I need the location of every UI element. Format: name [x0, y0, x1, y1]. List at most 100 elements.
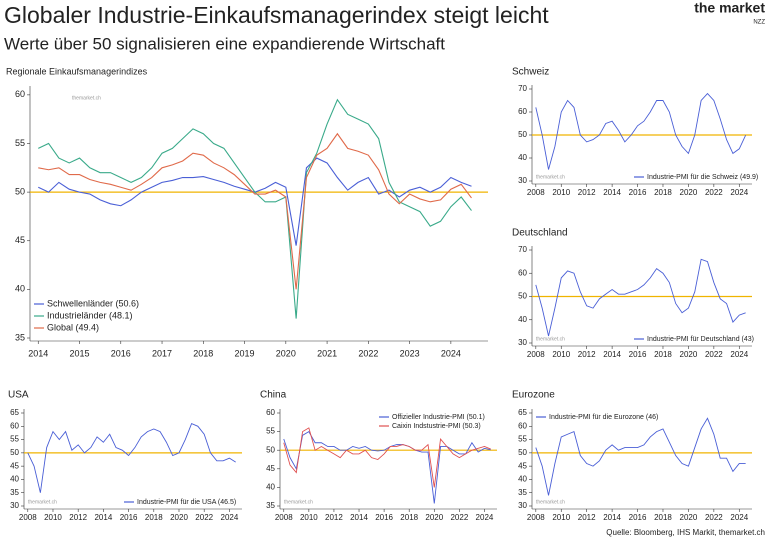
y-tick-label: 50 [518, 292, 527, 301]
x-tick-label: 2008 [527, 513, 545, 522]
x-tick-label: 2018 [654, 513, 672, 522]
y-tick-label: 30 [10, 501, 19, 510]
x-tick-label: 2020 [680, 188, 698, 197]
legend-label: Industrie-PMI für die USA (46.5) [137, 499, 236, 506]
y-tick-label: 50 [518, 448, 527, 457]
x-tick-label: 2022 [450, 513, 468, 522]
y-tick-label: 50 [518, 130, 527, 139]
x-tick-label: 2010 [300, 513, 318, 522]
y-tick-label: 55 [15, 138, 25, 148]
legend-label: Industrie-PMI für die Schweiz (49.9) [647, 174, 758, 181]
x-tick-label: 2008 [527, 188, 545, 197]
x-tick-label: 2008 [527, 350, 545, 359]
x-tick-label: 2008 [275, 513, 293, 522]
x-tick-label: 2018 [654, 188, 672, 197]
x-tick-label: 2014 [603, 188, 621, 197]
y-tick-label: 50 [15, 186, 25, 196]
chart-panel: Regionale Einkaufsmanagerindizes 35 40 45 50… [6, 66, 488, 358]
x-tick-label: 2022 [195, 513, 213, 522]
x-tick-label: 2014 [28, 348, 48, 358]
series-line [38, 98, 472, 319]
y-tick-label: 30 [518, 338, 527, 347]
x-tick-label: 2010 [552, 513, 570, 522]
x-tick-label: 2008 [19, 513, 37, 522]
legend-label: Industrie-PMI für Deutschland (43) [647, 336, 754, 343]
y-tick-label: 60 [518, 107, 527, 116]
panel-title: Deutschland [512, 228, 568, 239]
watermark: themarket.ch [536, 499, 565, 505]
y-tick-label: 70 [518, 84, 527, 93]
panel-title: Schweiz [512, 67, 549, 78]
x-tick-label: 2016 [629, 513, 647, 522]
y-tick-label: 35 [15, 332, 25, 342]
x-tick-label: 2021 [317, 348, 337, 358]
watermark: themarket.ch [284, 499, 313, 505]
x-tick-label: 2019 [235, 348, 255, 358]
series-line [283, 427, 491, 488]
x-tick-label: 2018 [400, 513, 418, 522]
y-tick-label: 55 [10, 435, 19, 444]
series-line [283, 430, 491, 504]
x-tick-label: 2020 [680, 350, 698, 359]
y-tick-label: 40 [15, 284, 25, 294]
y-tick-label: 50 [266, 445, 275, 454]
y-tick-label: 60 [518, 421, 527, 430]
panel-title: USA [8, 390, 29, 401]
x-tick-label: 2023 [400, 348, 420, 358]
brand: the market [694, 0, 765, 16]
x-tick-label: 2024 [730, 188, 748, 197]
source: Quelle: Bloomberg, IHS Markit, themarket… [606, 528, 765, 537]
x-tick-label: 2012 [578, 350, 596, 359]
x-tick-label: 2014 [350, 513, 368, 522]
y-tick-label: 65 [518, 408, 527, 417]
y-tick-label: 35 [518, 488, 527, 497]
series-line [535, 417, 746, 496]
x-tick-label: 2012 [325, 513, 343, 522]
y-tick-label: 50 [10, 448, 19, 457]
legend-label: Offizieller Industrie-PMI (50.1) [392, 414, 485, 421]
watermark: themarket.ch [536, 174, 565, 180]
x-tick-label: 2018 [145, 513, 163, 522]
x-tick-label: 2022 [358, 348, 378, 358]
x-tick-label: 2017 [152, 348, 172, 358]
x-tick-label: 2014 [603, 513, 621, 522]
x-tick-label: 2020 [276, 348, 296, 358]
series-line [38, 132, 472, 290]
series-line [38, 157, 472, 246]
x-tick-label: 2024 [476, 513, 494, 522]
legend-label: Industrie-PMI für die Eurozone (46) [549, 414, 658, 421]
y-tick-label: 60 [10, 421, 19, 430]
x-tick-label: 2014 [603, 350, 621, 359]
x-tick-label: 2024 [441, 348, 461, 358]
y-tick-label: 60 [518, 268, 527, 277]
x-tick-label: 2020 [170, 513, 188, 522]
chart-panel: Schweiz 30 40 50 60 70 2008 2010 2012 2014 2016 201… [512, 67, 758, 197]
x-tick-label: 2022 [705, 188, 723, 197]
x-tick-label: 2018 [654, 350, 672, 359]
x-tick-label: 2016 [120, 513, 138, 522]
y-tick-label: 40 [10, 475, 19, 484]
x-tick-label: 2020 [680, 513, 698, 522]
legend-label: Global (49.4) [47, 322, 99, 332]
x-tick-label: 2014 [94, 513, 112, 522]
x-tick-label: 2012 [69, 513, 87, 522]
subtitle: Werte über 50 signalisieren eine expandi… [4, 34, 445, 53]
headline: Globaler Industrie-Einkaufsmanagerindex … [4, 2, 549, 28]
y-tick-label: 40 [518, 153, 527, 162]
y-tick-label: 30 [518, 501, 527, 510]
series-line [27, 423, 236, 493]
chart-panel: USA 30 35 40 45 50 55 60 65 2008 2010 2012 2014 2016 2… [8, 390, 242, 522]
panel-title: China [260, 390, 287, 401]
x-tick-label: 2022 [705, 513, 723, 522]
brand-sub: NZZ [753, 20, 765, 26]
x-tick-label: 2012 [578, 188, 596, 197]
y-tick-label: 45 [266, 464, 275, 473]
y-tick-label: 35 [266, 501, 275, 510]
x-tick-label: 2022 [705, 350, 723, 359]
y-tick-label: 35 [10, 488, 19, 497]
y-tick-label: 55 [518, 435, 527, 444]
x-tick-label: 2010 [552, 188, 570, 197]
y-tick-label: 30 [518, 176, 527, 185]
legend-label: Caixin Indstustrie-PMI (50.3) [392, 423, 481, 430]
